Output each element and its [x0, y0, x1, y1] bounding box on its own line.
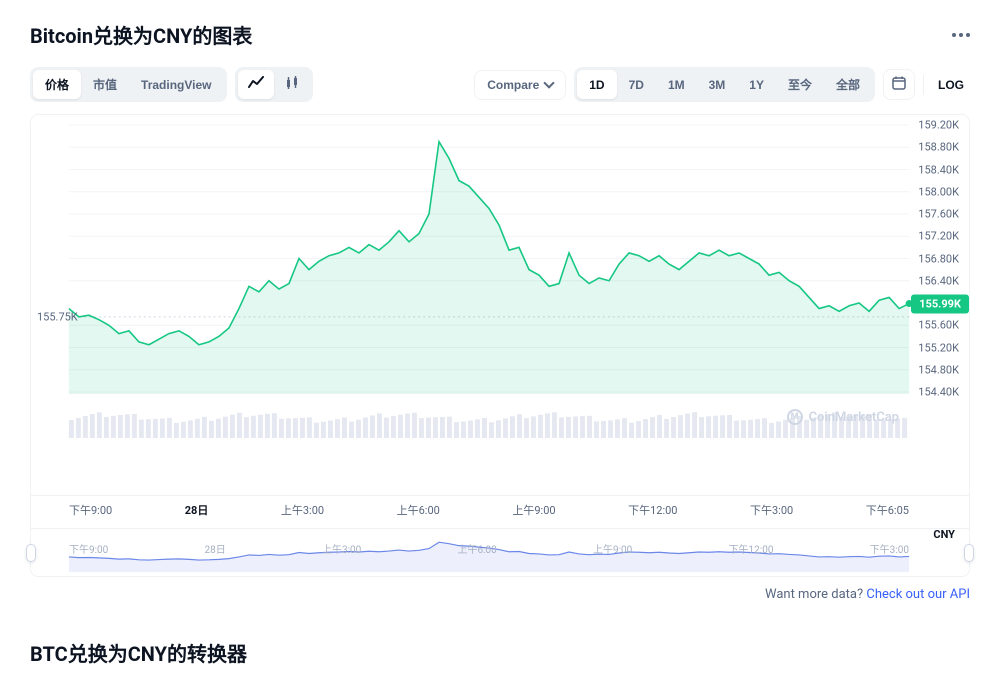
chart-toolbar: 价格市值TradingView Compare 1D7D1M3M1Y至今全部 L…	[30, 67, 970, 102]
chevron-down-icon	[544, 77, 555, 88]
brush-handle-left[interactable]	[26, 544, 36, 562]
range-tab-3M[interactable]: 3M	[697, 70, 738, 99]
x-axis: 下午9:0028日上午3:00上午6:00上午9:00下午12:00下午3:00…	[31, 495, 969, 528]
calendar-button[interactable]	[883, 69, 915, 100]
converter-heading: BTC兑换为CNY的转换器	[30, 638, 970, 667]
page-title: Bitcoin兑换为CNY的图表	[30, 20, 252, 49]
line-chart-icon[interactable]	[238, 70, 274, 99]
range-tab-1Y[interactable]: 1Y	[737, 70, 776, 99]
brush-handle-right[interactable]	[964, 544, 974, 562]
candlestick-icon[interactable]	[274, 70, 310, 99]
watermark: M CoinMarketCap	[787, 409, 899, 425]
view-tab-2[interactable]: TradingView	[129, 70, 223, 99]
compare-label: Compare	[487, 78, 539, 92]
api-link[interactable]: Check out our API	[866, 587, 970, 602]
ref-price-label: 155.75K	[37, 310, 78, 323]
current-price-badge: 155.99K	[911, 294, 969, 313]
toolbar-divider	[923, 75, 924, 95]
view-tab-1[interactable]: 市值	[81, 70, 129, 99]
compare-button[interactable]: Compare	[474, 70, 566, 100]
log-scale-button[interactable]: LOG	[932, 72, 970, 98]
range-tab-1M[interactable]: 1M	[656, 70, 697, 99]
calendar-icon	[892, 76, 906, 90]
range-brush[interactable]: 下午9:0028日上午3:00上午6:00上午9:00下午12:00下午3:00	[31, 528, 969, 576]
footer-text: Want more data? Check out our API	[30, 587, 970, 602]
range-tab-至今[interactable]: 至今	[776, 70, 824, 99]
chart-container: 159.20K158.80K158.40K158.00K157.60K157.2…	[30, 114, 970, 577]
watermark-icon: M	[787, 409, 803, 425]
view-tabs: 价格市值TradingView	[30, 67, 227, 102]
chart-type-toggle	[235, 67, 313, 102]
more-icon[interactable]	[952, 33, 970, 37]
watermark-text: CoinMarketCap	[809, 410, 899, 425]
range-tab-1D[interactable]: 1D	[577, 70, 616, 99]
view-tab-0[interactable]: 价格	[33, 70, 81, 99]
range-tab-全部[interactable]: 全部	[824, 70, 872, 99]
price-chart[interactable]: 159.20K158.80K158.40K158.00K157.60K157.2…	[31, 115, 969, 495]
range-tab-7D[interactable]: 7D	[617, 70, 656, 99]
range-tabs: 1D7D1M3M1Y至今全部	[574, 67, 875, 102]
